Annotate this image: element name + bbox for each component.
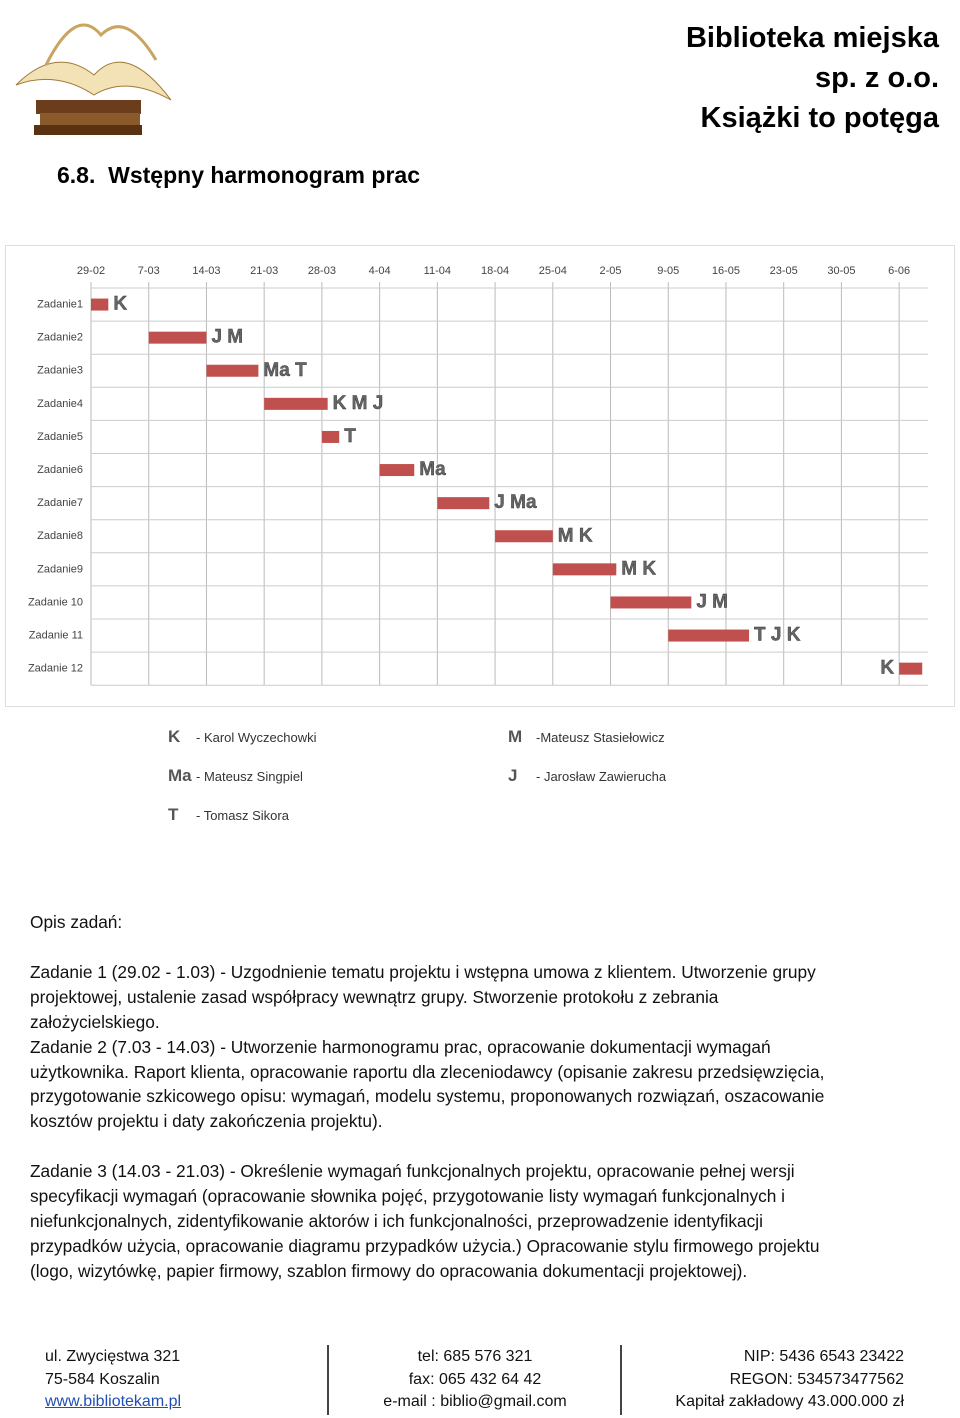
x-tick-label: 30-05 — [827, 265, 855, 277]
legend-item: T - Tomasz Sikora — [168, 805, 289, 825]
bar — [552, 563, 617, 576]
y-tick-label: Zadanie 10 — [28, 596, 83, 608]
legend-item: K - Karol Wyczechowki — [168, 727, 317, 747]
title-line: sp. z o.o. — [814, 62, 939, 94]
footer-line: Kapitał zakładowy 43.000.000 zł — [675, 1393, 904, 1410]
bar — [91, 298, 109, 311]
separator — [327, 1345, 329, 1415]
heading: Opis zadań: — [30, 912, 123, 932]
x-tick-label: 18-04 — [481, 265, 509, 277]
bar — [899, 662, 923, 675]
x-tick-label: 28-03 — [308, 265, 336, 277]
legend-code: T — [168, 805, 179, 824]
assignee-label: K — [113, 294, 127, 315]
assignee-label: T J K — [754, 625, 801, 646]
footer-line: tel: 685 576 321 — [417, 1348, 533, 1365]
footer-line: e-mail : biblio@gmail.com — [383, 1393, 567, 1410]
title-line: Biblioteka miejska — [685, 22, 939, 54]
bar — [321, 430, 340, 443]
assignee-label: J M — [211, 327, 243, 348]
bar — [264, 397, 328, 410]
x-tick-label: 25-04 — [539, 265, 567, 277]
bar — [495, 530, 553, 543]
description: Opis zadań: Zadanie 1 (29.02 - 1.03) - U… — [30, 910, 830, 1284]
legend-code: M — [508, 727, 523, 746]
bar — [668, 629, 750, 642]
footer-column: NIP: 5436 6543 23422 REGON: 534573477562 K… — [675, 1346, 904, 1414]
footer-line: fax: 065 432 64 42 — [408, 1370, 542, 1388]
footer-column: ul. Zwycięstwa 321 75-584 Koszalin www.bib… — [45, 1346, 181, 1414]
gantt-chart: 29-02 7-03 14-03 21-03 28-03 4-04 11-04 18-04 25… — [5, 245, 955, 707]
assignee-label: J Ma — [494, 492, 537, 513]
x-tick-label: 4-04 — [369, 265, 391, 277]
x-tick-label: 21-03 — [250, 265, 278, 277]
x-tick-label: 16-05 — [712, 265, 740, 277]
legend-item: M -Mateusz Stasiełowicz — [508, 727, 665, 747]
legend-name: - Jarosław Zawierucha — [536, 769, 667, 784]
y-tick-label: Zadanie8 — [37, 530, 83, 542]
x-tick-label: 23-05 — [770, 265, 798, 277]
assignee-label: K M J — [333, 393, 384, 414]
x-tick-label: 14-03 — [192, 265, 220, 277]
y-tick-label: Zadanie 11 — [29, 629, 83, 641]
separator — [620, 1345, 622, 1415]
legend-item: Ma - Mateusz Singpiel — [168, 766, 303, 786]
x-tick-label: 2-05 — [600, 265, 622, 277]
legend-code: J — [508, 766, 518, 785]
assignee-label: K — [880, 658, 894, 679]
legend-item: J - Jarosław Zawierucha — [508, 766, 666, 786]
y-tick-label: Zadanie7 — [37, 497, 83, 509]
x-tick-label: 9-05 — [657, 265, 679, 277]
section-title: 6.8. Wstępny harmonogram prac — [57, 162, 420, 188]
legend-code: K — [168, 727, 181, 746]
y-tick-label: Zadanie5 — [37, 431, 83, 443]
website-link[interactable]: www.bibliotekam.pl — [45, 1393, 182, 1410]
assignee-label: Ma T — [263, 360, 307, 381]
y-tick-label: Zadanie4 — [37, 398, 83, 410]
bar — [206, 364, 259, 377]
company-title: Biblioteka miejska sp. z o.o. Książki to… — [686, 18, 939, 138]
footer-column: tel: 685 576 321 fax: 065 432 64 42 e-mail… — [330, 1346, 620, 1414]
bar — [437, 497, 490, 510]
bar — [610, 596, 692, 609]
paragraph: Zadanie 2 (7.03 - 14.03) - Utworzenie ha… — [30, 1036, 825, 1132]
footer-line: REGON: 534573477562 — [729, 1370, 904, 1388]
bar — [379, 464, 415, 477]
y-tick-label: Zadanie1 — [37, 298, 83, 310]
assignee-label: M K — [558, 525, 593, 546]
y-tick-label: Zadanie2 — [37, 332, 83, 344]
assignee-label: J M — [696, 591, 728, 612]
assignee-label: Ma — [419, 459, 446, 480]
footer-line: ul. Zwycięstwa 321 — [45, 1348, 181, 1365]
legend-name: - Tomasz Sikora — [196, 808, 289, 823]
paragraph: Zadanie 3 (14.03 - 21.03) - Określenie w… — [30, 1161, 820, 1281]
x-tick-label: 11-04 — [424, 265, 451, 277]
x-tick-label: 7-03 — [138, 265, 160, 277]
bar — [148, 331, 207, 344]
legend-name: -Mateusz Stasiełowicz — [536, 730, 665, 745]
assignee-label: T — [344, 426, 356, 447]
y-tick-label: Zadanie3 — [37, 365, 83, 377]
footer-line: NIP: 5436 6543 23422 — [743, 1348, 904, 1365]
legend-name: - Mateusz Singpiel — [196, 769, 303, 784]
book-logo — [15, 23, 172, 135]
legend-code: Ma — [168, 766, 192, 785]
assignee-label: M K — [621, 558, 656, 579]
paragraph: Zadanie 1 (29.02 - 1.03) - Uzgodnienie t… — [30, 961, 816, 1032]
title-line: Książki to potęga — [700, 102, 940, 134]
y-tick-label: Zadanie 12 — [28, 663, 83, 675]
y-tick-label: Zadanie9 — [37, 563, 83, 575]
y-tick-label: Zadanie6 — [37, 464, 83, 476]
legend-name: - Karol Wyczechowki — [196, 730, 317, 745]
x-tick-label: 6-06 — [888, 265, 910, 277]
footer-line: 75-584 Koszalin — [45, 1370, 160, 1388]
x-tick-label: 29-02 — [77, 265, 105, 277]
